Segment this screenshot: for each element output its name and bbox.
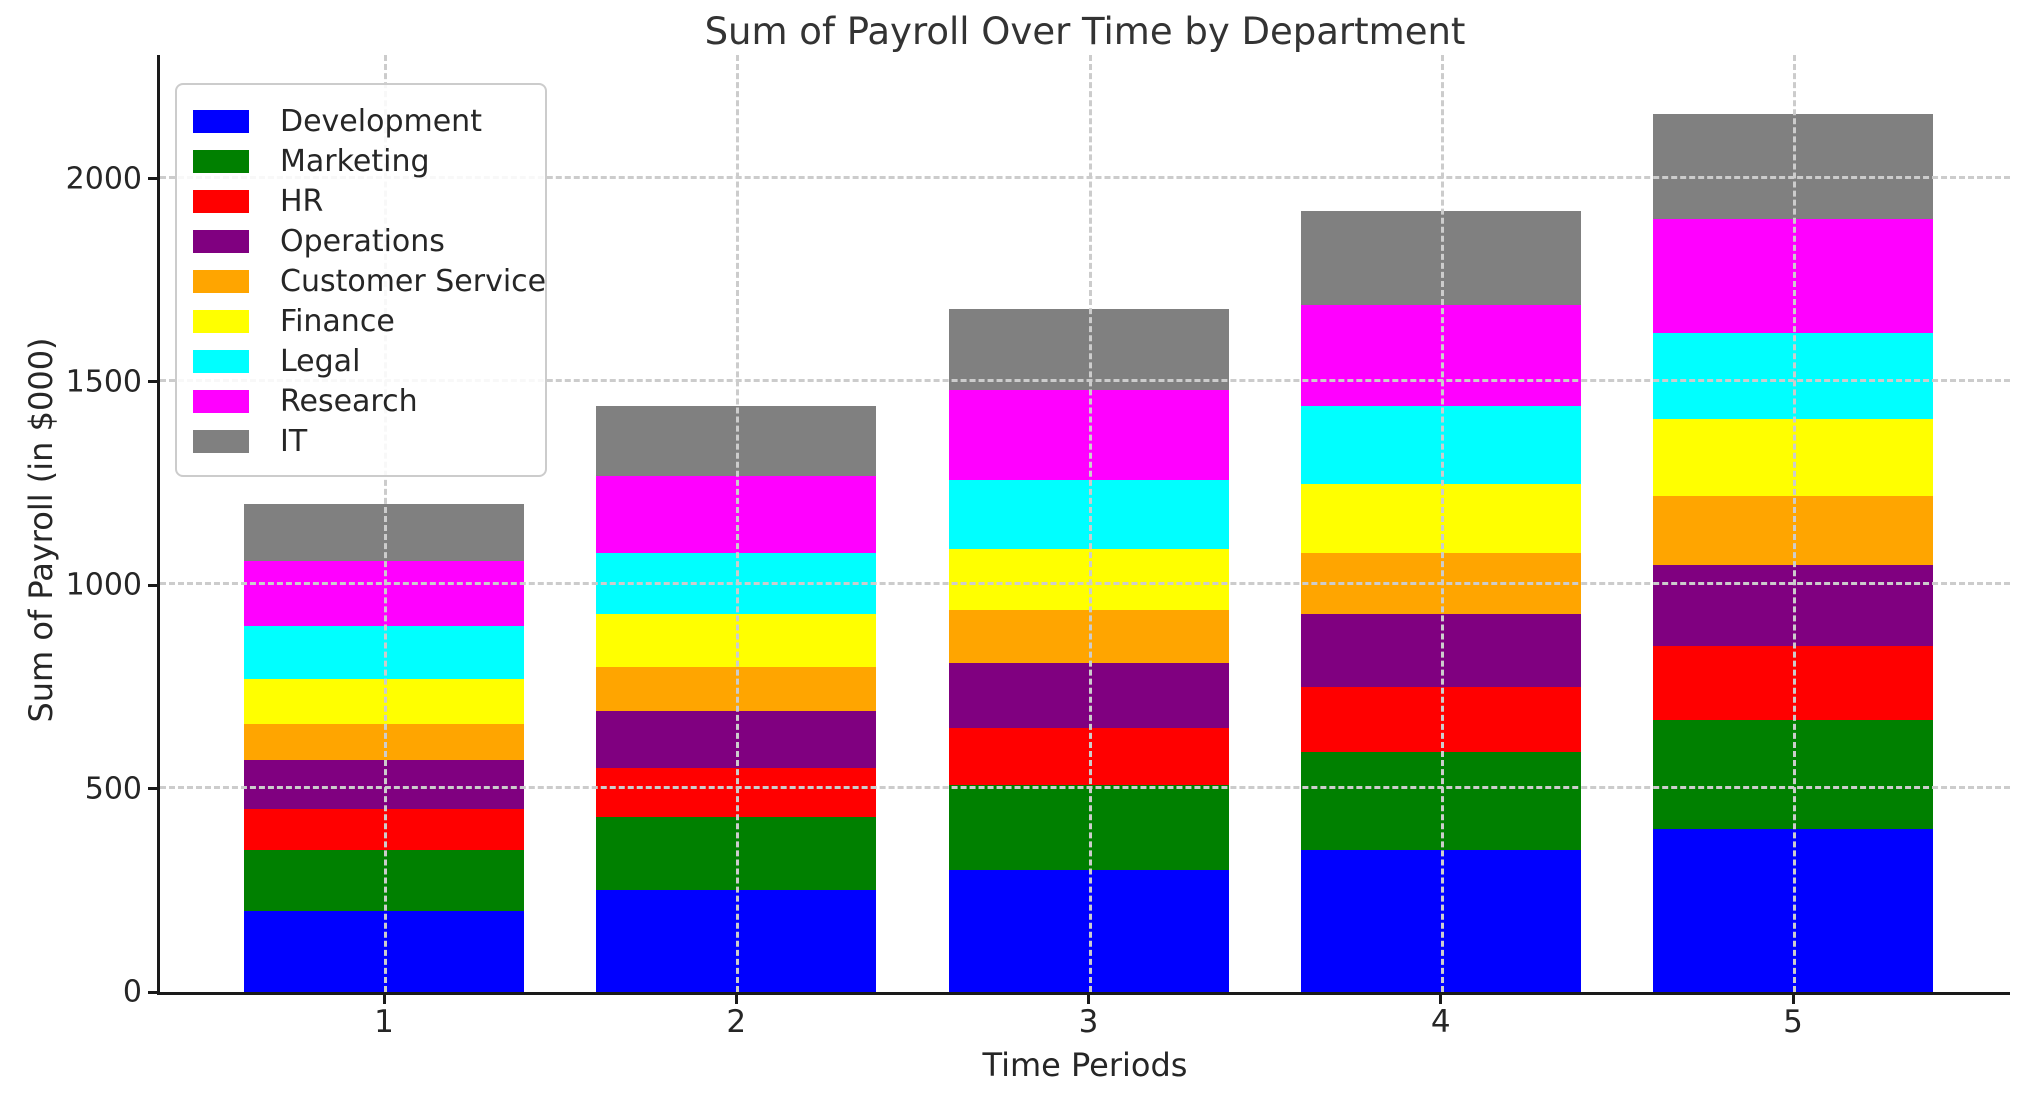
- gridline-x-5: [1793, 55, 1796, 992]
- legend-item-finance: Finance: [193, 301, 545, 341]
- legend-item-legal: Legal: [193, 341, 545, 381]
- x-axis-spine: [157, 992, 2010, 995]
- y-tick-mark-0: [148, 990, 160, 994]
- plot-area: Development Marketing HR Operations Customer…: [157, 55, 2010, 995]
- gridline-y-2000: [160, 175, 2010, 179]
- y-tick-mark-1000: [148, 583, 160, 587]
- legend-swatch-icon: [193, 309, 249, 333]
- legend-item-operations: Operations: [193, 221, 545, 261]
- y-tick-label-500: 500: [84, 771, 142, 807]
- gridline-y-1000: [160, 582, 2010, 586]
- x-tick-label-1: 1: [374, 1004, 394, 1040]
- gridline-x-2: [736, 55, 740, 992]
- legend-swatch-icon: [193, 149, 249, 173]
- legend-swatch-icon: [193, 349, 249, 373]
- x-tick-mark-5: [1791, 992, 1795, 1004]
- legend-label: Marketing: [280, 143, 430, 179]
- y-tick-label-1000: 1000: [65, 567, 142, 603]
- chart-title: Sum of Payroll Over Time by Department: [704, 10, 1466, 53]
- legend-item-hr: HR: [193, 181, 545, 221]
- gridline-y-500: [160, 785, 2010, 789]
- y-tick-mark-500: [148, 787, 160, 791]
- gridline-x-3: [1088, 55, 1092, 992]
- x-tick-mark-3: [1087, 992, 1090, 1004]
- x-tick-label-4: 4: [1430, 1004, 1451, 1040]
- legend-item-development: Development: [193, 101, 545, 141]
- legend-label: IT: [280, 423, 308, 459]
- legend-label: Development: [280, 103, 482, 139]
- x-tick-mark-4: [1439, 992, 1443, 1004]
- y-tick-label-0: 0: [122, 974, 142, 1010]
- legend-swatch-icon: [193, 109, 249, 133]
- legend: Development Marketing HR Operations Customer…: [175, 83, 547, 477]
- legend-swatch-icon: [193, 429, 249, 453]
- legend-swatch-icon: [193, 189, 249, 213]
- y-axis-label: Sum of Payroll (in $000): [22, 337, 60, 723]
- legend-item-customer-service: Customer Service: [193, 261, 547, 301]
- y-tick-label-1500: 1500: [65, 364, 142, 400]
- legend-label: Legal: [280, 343, 361, 379]
- gridline-x-1: [384, 55, 387, 992]
- y-tick-mark-1500: [148, 380, 160, 384]
- gridline-y-1500: [160, 378, 2010, 382]
- legend-item-it: IT: [193, 421, 545, 461]
- legend-label: Operations: [280, 223, 445, 259]
- x-tick-label-3: 3: [1078, 1004, 1099, 1040]
- legend-label: Finance: [280, 303, 395, 339]
- x-tick-mark-1: [382, 992, 386, 1004]
- legend-label: HR: [280, 183, 324, 219]
- legend-item-research: Research: [193, 381, 545, 421]
- legend-label: Customer Service: [280, 263, 547, 299]
- y-tick-mark-2000: [148, 177, 160, 181]
- x-axis-label: Time Periods: [982, 1046, 1188, 1084]
- gridline-x-4: [1440, 55, 1444, 992]
- legend-item-marketing: Marketing: [193, 141, 545, 181]
- x-tick-label-2: 2: [726, 1004, 747, 1040]
- legend-label: Research: [280, 383, 418, 419]
- x-tick-mark-2: [734, 992, 738, 1004]
- y-tick-label-2000: 2000: [65, 161, 142, 197]
- x-tick-label-5: 5: [1783, 1004, 1803, 1040]
- legend-swatch-icon: [193, 389, 249, 413]
- y-axis-spine: [157, 55, 160, 995]
- legend-swatch-icon: [193, 229, 249, 253]
- legend-swatch-icon: [193, 269, 249, 293]
